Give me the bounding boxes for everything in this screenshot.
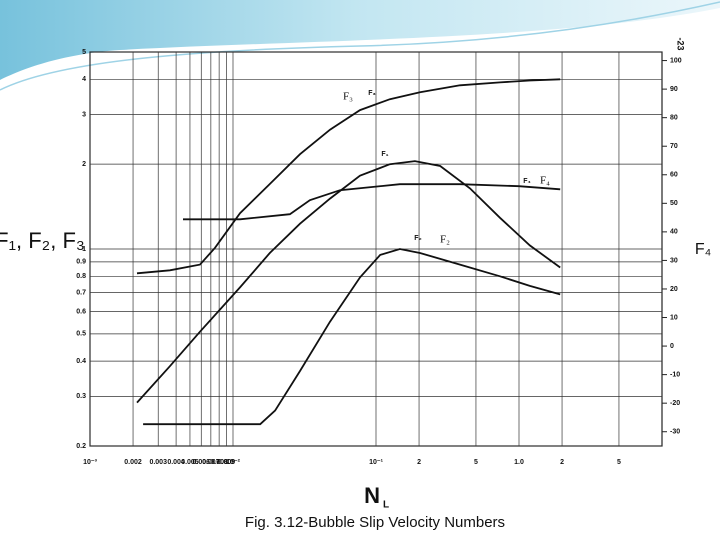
header-wave-line xyxy=(0,1,720,91)
y-tick-label: 1 xyxy=(82,246,86,253)
y2-tick-label: 40 xyxy=(670,229,678,236)
y-tick-label: 4 xyxy=(82,76,86,83)
y2-tick-label: 30 xyxy=(670,257,678,264)
x-tick-label: 0.009 xyxy=(218,459,236,466)
x-tick-label: 0.006 xyxy=(193,459,211,466)
y2-tick-label: 10 xyxy=(670,314,678,321)
data-line xyxy=(183,183,561,221)
x-tick-label: 0.002 xyxy=(124,459,142,466)
curve-label: F₂ xyxy=(440,234,450,246)
y-tick-label: 2 xyxy=(82,161,86,168)
curve-label: F₂ xyxy=(414,235,421,242)
caption: Fig. 3.12-Bubble Slip Velocity Numbers xyxy=(245,514,505,531)
y2-tick-label: 60 xyxy=(670,172,678,179)
x-tick-label: 10⁻³ xyxy=(83,459,97,466)
y-tick-label: 5 xyxy=(82,49,86,56)
y2-tick-label: 50 xyxy=(670,200,678,207)
curve-label: F₄ xyxy=(540,175,550,187)
curve-label: F₄ xyxy=(523,178,531,185)
x-tick-label: 0.008 xyxy=(210,459,228,466)
y2-tick-label: 20 xyxy=(670,286,678,293)
y-tick-label: 0.8 xyxy=(76,273,86,280)
y-tick-label: 3 xyxy=(82,111,86,118)
data-line xyxy=(143,248,561,426)
data-line xyxy=(136,78,561,275)
curve-label: F₃ xyxy=(343,91,353,103)
y2-axis-label: F₄ xyxy=(695,241,711,258)
x-axis-label: N xyxy=(364,483,380,508)
y2-tick-label: 100 xyxy=(670,57,682,64)
y2-tick-label: -10 xyxy=(670,371,680,378)
x-tick-label: 10⁻¹ xyxy=(369,459,383,466)
x-axis-label-subscript: L xyxy=(383,500,389,511)
x-tick-label: 10⁻² xyxy=(226,459,240,466)
x-tick-label: 2 xyxy=(560,459,564,466)
y-tick-label: 0.5 xyxy=(76,331,86,338)
curve-label: F₃ xyxy=(368,90,376,97)
y2-tick-label: 80 xyxy=(670,115,678,122)
y-tick-label: 0.6 xyxy=(76,308,86,315)
x-tick-label: 0.005 xyxy=(181,459,199,466)
x-tick-label: 0.007 xyxy=(202,459,220,466)
x-tick-label: 5 xyxy=(617,459,621,466)
y2-tick-label: -20 xyxy=(670,400,680,407)
data-line xyxy=(136,160,561,404)
y2-tick-label: 70 xyxy=(670,143,678,150)
x-tick-label: 2 xyxy=(417,459,421,466)
curve-label: F₁ xyxy=(381,151,388,158)
x-tick-label: 5 xyxy=(474,459,478,466)
y-axis-label: F₁, F₂, F₃ xyxy=(0,228,85,253)
page-number: -23 xyxy=(676,37,686,50)
y-tick-label: 0.3 xyxy=(76,393,86,400)
y-tick-label: 0.2 xyxy=(76,443,86,450)
y-tick-label: 0.4 xyxy=(76,358,86,365)
y2-tick-label: -30 xyxy=(670,429,680,436)
x-tick-label: 0.003 xyxy=(149,459,167,466)
y2-tick-label: 0 xyxy=(670,343,674,350)
y-tick-label: 0.7 xyxy=(76,290,86,297)
y-tick-label: 0.9 xyxy=(76,259,86,266)
x-tick-label: 0.004 xyxy=(167,459,185,466)
y2-tick-label: 90 xyxy=(670,86,678,93)
header-wave xyxy=(0,0,720,80)
x-tick-label: 1.0 xyxy=(514,459,524,466)
